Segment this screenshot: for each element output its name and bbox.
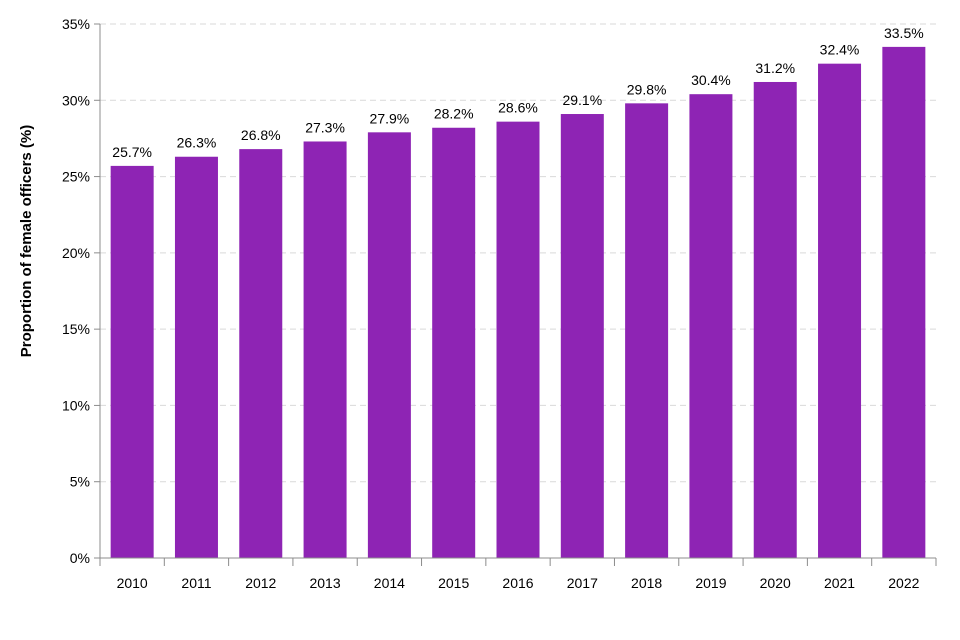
- data-label-2015: 28.2%: [434, 106, 474, 122]
- x-tick-label-2015: 2015: [438, 575, 469, 591]
- axes: 0% 5% 10% 15% 20% 25% 30% 35% 2010 2011 2012 2013 20…: [62, 16, 937, 591]
- y-tick-label: 5%: [70, 474, 90, 490]
- x-tick-label-2014: 2014: [374, 575, 405, 591]
- data-labels: 25.7% 26.3% 26.8% 27.3% 27.9% 28.2% 28.6% 29.1%…: [112, 25, 923, 160]
- data-label-2021: 32.4%: [820, 42, 860, 58]
- bar-2018: [625, 103, 669, 558]
- y-tick-label: 0%: [70, 550, 90, 566]
- data-label-2016: 28.6%: [498, 100, 538, 116]
- bar-2013: [303, 141, 347, 559]
- bar-2010: [110, 165, 154, 559]
- y-tick-label: 35%: [62, 16, 90, 32]
- bar-2011: [174, 156, 218, 559]
- x-tick-label-2012: 2012: [245, 575, 276, 591]
- bar-2012: [239, 149, 283, 558]
- data-label-2017: 29.1%: [562, 92, 602, 108]
- bar-2017: [560, 114, 604, 558]
- data-label-2012: 26.8%: [241, 127, 281, 143]
- y-axis-title: Proportion of female officers (%): [18, 125, 35, 358]
- data-label-2010: 25.7%: [112, 144, 152, 160]
- x-tick-label-2013: 2013: [309, 575, 340, 591]
- bar-2015: [432, 127, 476, 559]
- x-tick-label-2019: 2019: [695, 575, 726, 591]
- bar-2016: [496, 121, 540, 558]
- bar-2022: [882, 46, 926, 559]
- bars: [110, 46, 926, 559]
- x-tick-label-2010: 2010: [117, 575, 148, 591]
- x-tick-label-2016: 2016: [502, 575, 533, 591]
- data-label-2018: 29.8%: [627, 81, 667, 97]
- data-label-2014: 27.9%: [370, 110, 410, 126]
- bar-2019: [689, 94, 733, 558]
- data-label-2019: 30.4%: [691, 72, 731, 88]
- bar-2021: [818, 63, 862, 558]
- y-tick-label: 20%: [62, 245, 90, 261]
- y-tick-label: 10%: [62, 397, 90, 413]
- bar-2020: [753, 81, 797, 558]
- x-tick-label-2021: 2021: [824, 575, 855, 591]
- bar-2014: [367, 132, 411, 558]
- y-tick-label: 25%: [62, 169, 90, 185]
- y-tick-label: 15%: [62, 321, 90, 337]
- x-tick-label-2011: 2011: [181, 575, 211, 591]
- x-tick-label-2020: 2020: [760, 575, 791, 591]
- x-tick-label-2022: 2022: [888, 575, 919, 591]
- data-label-2011: 26.3%: [177, 135, 217, 151]
- data-label-2022: 33.5%: [884, 25, 924, 41]
- data-label-2013: 27.3%: [305, 119, 345, 135]
- x-tick-label-2018: 2018: [631, 575, 662, 591]
- data-label-2020: 31.2%: [755, 60, 795, 76]
- y-tick-label: 30%: [62, 92, 90, 108]
- x-tick-label-2017: 2017: [567, 575, 598, 591]
